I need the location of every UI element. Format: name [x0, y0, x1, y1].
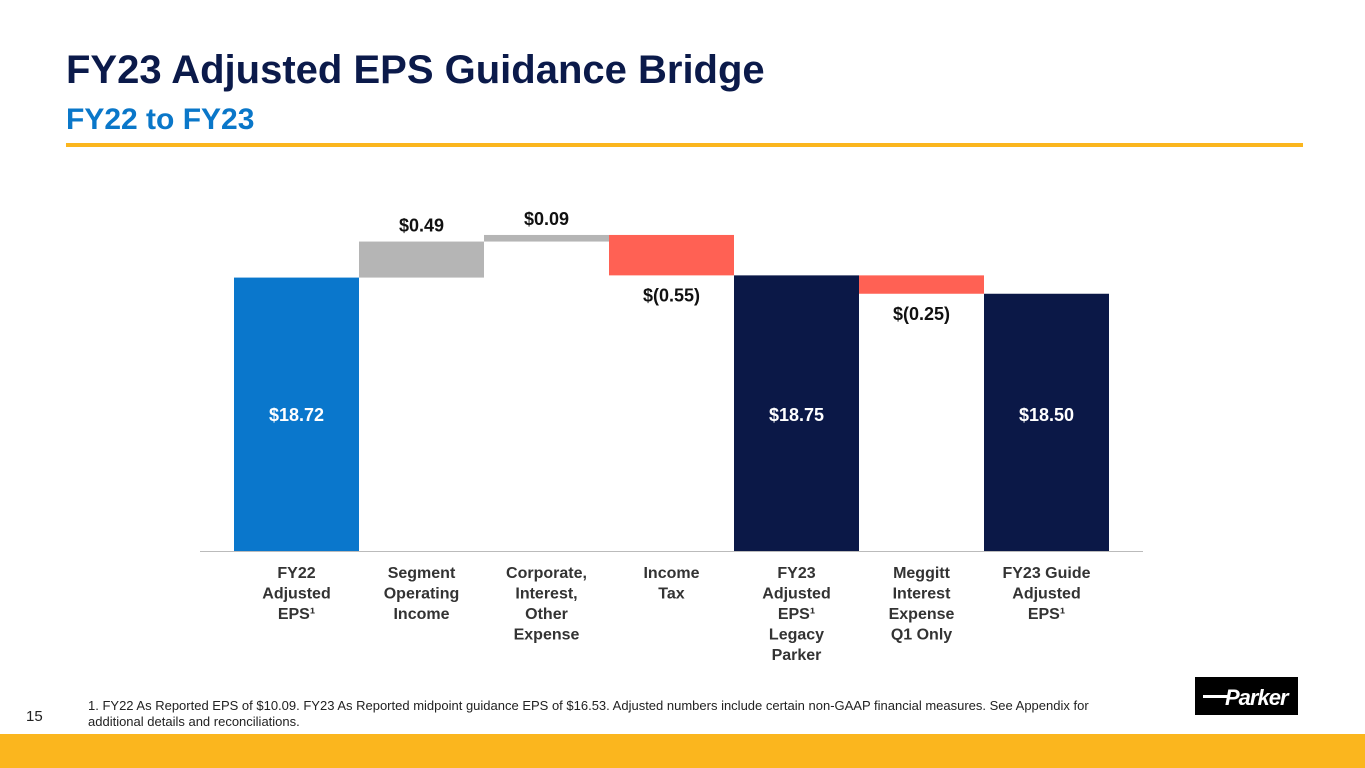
parker-logo-icon: Parker — [1203, 685, 1291, 710]
data-label-0: $18.72 — [269, 405, 324, 425]
bar-1 — [359, 241, 484, 278]
bar-6 — [984, 293, 1109, 551]
category-label-line: EPS¹ — [1028, 606, 1065, 623]
category-label-0: FY22 Adjusted EPS¹ — [262, 565, 330, 623]
category-label-line: Legacy — [769, 627, 824, 644]
data-label-1: $0.49 — [399, 216, 444, 236]
page-number: 15 — [26, 708, 43, 725]
category-label-line: Income — [393, 606, 449, 623]
data-label-2: $0.09 — [524, 209, 569, 229]
category-label-line: Interest, — [515, 586, 577, 603]
data-label-6: $18.50 — [1019, 405, 1074, 425]
category-label-line: Operating — [384, 586, 460, 603]
svg-text:Parker: Parker — [1225, 685, 1290, 710]
category-label-line: Expense — [514, 627, 580, 644]
category-label-line: Income — [643, 565, 699, 582]
category-label-line: Adjusted — [262, 586, 330, 603]
category-label-line: Interest — [893, 586, 951, 603]
category-label-line: FY23 Guide — [1002, 565, 1090, 582]
waterfall-chart: $18.72 FY22 Adjusted EPS¹ $0.49 Segment Operat… — [200, 209, 1143, 664]
footer-bar — [0, 734, 1365, 768]
category-label-4: FY23 Adjusted EPS¹ Legacy Parker — [762, 565, 830, 664]
bar-2 — [484, 234, 609, 242]
category-label-line: Meggitt — [893, 565, 951, 582]
category-label-2: Corporate, Interest, Other Expense — [506, 565, 587, 644]
category-label-line: Segment — [388, 565, 456, 582]
category-label-line: Expense — [889, 606, 955, 623]
category-label-line: Q1 Only — [891, 627, 952, 644]
category-label-line: EPS¹ — [778, 606, 815, 623]
category-label-6: FY23 Guide Adjusted EPS¹ — [1002, 565, 1090, 623]
data-label-3: $(0.55) — [643, 285, 700, 305]
bar-0 — [234, 277, 359, 551]
data-label-4: $18.75 — [769, 405, 824, 425]
bar-4 — [734, 275, 859, 551]
category-label-5: Meggitt Interest Expense Q1 Only — [889, 565, 955, 644]
category-label-line: Corporate, — [506, 565, 587, 582]
footnote: 1. FY22 As Reported EPS of $10.09. FY23 … — [88, 698, 1089, 729]
category-label-3: Income Tax — [643, 565, 699, 603]
category-label-line: FY22 — [277, 565, 315, 582]
data-label-5: $(0.25) — [893, 304, 950, 324]
category-label-line: Other — [525, 606, 568, 623]
category-label-1: Segment Operating Income — [384, 565, 460, 623]
bar-5 — [859, 275, 984, 294]
page-subtitle: FY22 to FY23 — [66, 103, 255, 136]
category-label-line: Adjusted — [1012, 586, 1080, 603]
bar-3 — [609, 234, 734, 276]
category-label-line: EPS¹ — [278, 606, 315, 623]
category-label-line: Adjusted — [762, 586, 830, 603]
category-label-line: FY23 — [777, 565, 815, 582]
category-label-line: Tax — [658, 586, 684, 603]
parker-logo: Parker — [1195, 677, 1298, 715]
title-divider — [66, 143, 1303, 147]
page-title: FY23 Adjusted EPS Guidance Bridge — [66, 48, 765, 92]
category-label-line: Parker — [772, 647, 822, 664]
